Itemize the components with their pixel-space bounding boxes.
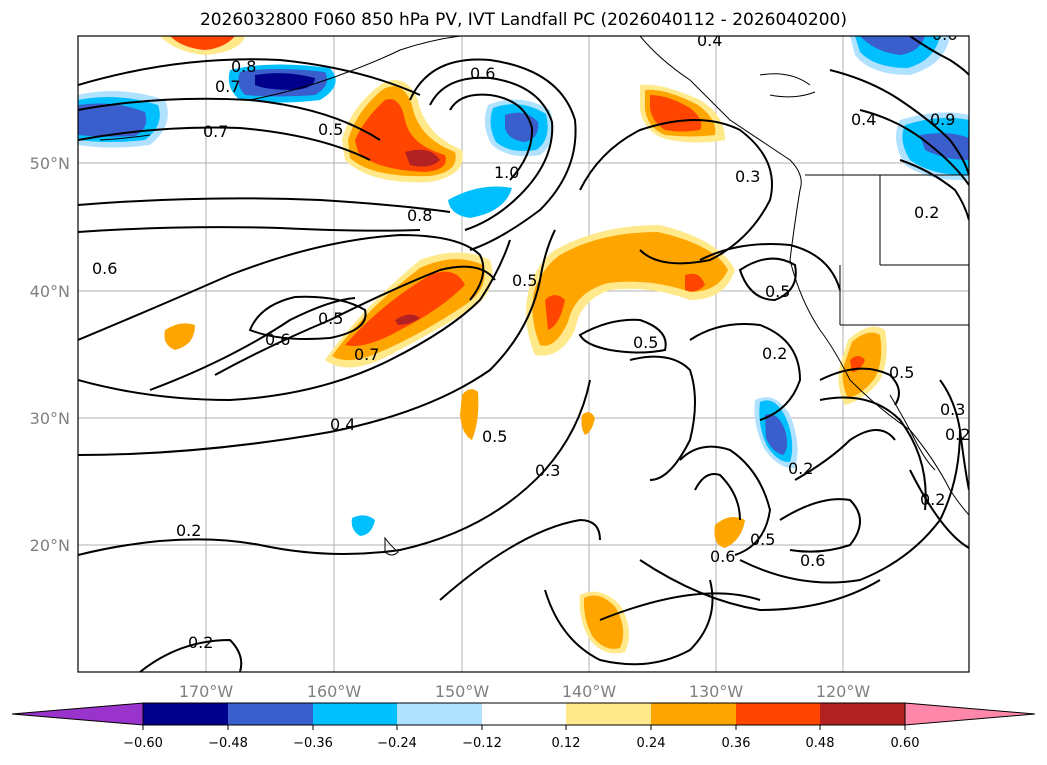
lat-label: 30°N xyxy=(30,409,70,428)
colorbar-tick-label: 0.36 xyxy=(722,736,751,751)
colorbar-bin xyxy=(228,703,313,725)
colorbar: −0.60 −0.48 −0.36 −0.24 −0.12 0.12 0.24 … xyxy=(11,702,1036,751)
colorbar-tick-label: −0.12 xyxy=(462,736,502,751)
longitude-labels: 170°W 160°W 150°W 140°W 130°W 120°W xyxy=(179,682,871,701)
colorbar-bin xyxy=(566,703,651,725)
contour-label: 0.3 xyxy=(940,400,965,419)
lon-label: 150°W xyxy=(435,682,490,701)
colorbar-bin xyxy=(651,703,736,725)
contour-label: 0.7 xyxy=(203,122,228,141)
lon-label: 130°W xyxy=(689,682,744,701)
lat-label: 20°N xyxy=(30,536,70,555)
contour-label: 0.7 xyxy=(215,77,240,96)
contour-label: 0.2 xyxy=(188,633,213,652)
contour-label: 0.6 xyxy=(92,259,117,278)
contour-label: 0.6 xyxy=(470,64,495,83)
contour-label: 0.3 xyxy=(735,167,760,186)
lat-label: 50°N xyxy=(30,154,70,173)
colorbar-bin xyxy=(482,703,566,725)
contour-label: 1.0 xyxy=(494,163,519,182)
contour-label: 0.5 xyxy=(633,333,658,352)
latitude-labels: 50°N 40°N 30°N 20°N xyxy=(30,154,70,555)
colorbar-tick-label: −0.48 xyxy=(208,736,248,751)
contour-label: 0.6 xyxy=(265,330,290,349)
contour-label: 0.3 xyxy=(535,461,560,480)
colorbar-tick-label: −0.60 xyxy=(123,736,163,751)
contour-label: 0.6 xyxy=(800,551,825,570)
colorbar-outline xyxy=(142,702,906,726)
contour-labels: 0.8 0.7 0.7 0.6 0.5 1.0 0.8 0.4 0.4 0.9 … xyxy=(92,25,970,652)
contour-label: 0.4 xyxy=(697,31,722,50)
lon-label: 120°W xyxy=(816,682,871,701)
lon-label: 140°W xyxy=(562,682,617,701)
contour-label: 0.5 xyxy=(889,363,914,382)
contour-label: 0.4 xyxy=(851,110,876,129)
lon-label: 170°W xyxy=(179,682,234,701)
contour-label: 0.5 xyxy=(765,282,790,301)
contour-label: 0.6 xyxy=(932,25,957,44)
contour-label: 0.4 xyxy=(330,415,355,434)
colorbar-tick-label: −0.36 xyxy=(293,736,333,751)
contour-label: 0.8 xyxy=(231,57,256,76)
colorbar-tick-label: 0.48 xyxy=(806,736,835,751)
colorbar-tick-label: 0.60 xyxy=(891,736,920,751)
contour-label: 0.2 xyxy=(176,521,201,540)
colorbar-bin xyxy=(143,703,228,725)
contour-label: 0.8 xyxy=(407,206,432,225)
contour-label: 0.7 xyxy=(354,345,379,364)
map-frame xyxy=(77,35,970,673)
colorbar-bin xyxy=(736,703,820,725)
colorbar-tick-label: −0.24 xyxy=(377,736,417,751)
contour-label: 0.6 xyxy=(710,547,735,566)
coastlines xyxy=(99,36,969,556)
contour-label: 0.2 xyxy=(788,459,813,478)
colorbar-bin xyxy=(313,703,397,725)
lat-label: 40°N xyxy=(30,282,70,301)
pv-shading xyxy=(78,36,969,654)
colorbar-tick-label: 0.24 xyxy=(637,736,666,751)
colorbar-bin xyxy=(397,703,482,725)
contour-label: 0.2 xyxy=(920,490,945,509)
contour-label: 0.5 xyxy=(318,309,343,328)
contour-label: 0.9 xyxy=(930,110,955,129)
colorbar-tick-label: 0.12 xyxy=(552,736,581,751)
contour-label: 0.5 xyxy=(482,427,507,446)
contour-label: 0.2 xyxy=(945,425,970,444)
map-title: 2026032800 F060 850 hPa PV, IVT Landfall… xyxy=(199,10,847,30)
contour-label: 0.5 xyxy=(750,530,775,549)
contour-label: 0.2 xyxy=(762,344,787,363)
colorbar-min-extend xyxy=(11,702,144,726)
colorbar-bin xyxy=(820,703,905,725)
contour-label: 0.5 xyxy=(318,120,343,139)
lon-label: 160°W xyxy=(307,682,362,701)
colorbar-max-extend xyxy=(904,702,1036,726)
contour-label: 0.2 xyxy=(914,203,939,222)
contour-label: 0.5 xyxy=(512,271,537,290)
pv-contours xyxy=(78,36,969,672)
